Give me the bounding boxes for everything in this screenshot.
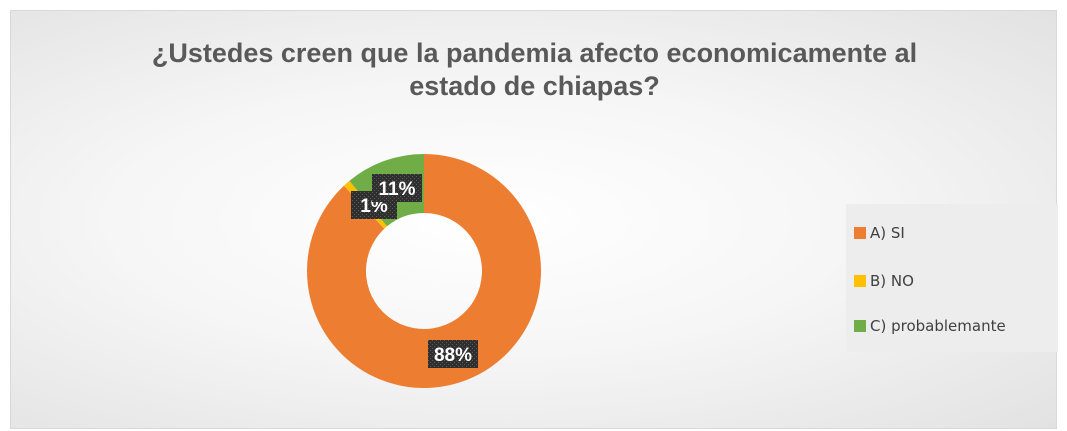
legend-swatch-si <box>854 227 866 239</box>
chart-legend: A) SI B) NO C) probablemante <box>846 204 1058 352</box>
chart-title-line-1: ¿Ustedes creen que la pandemia afecto ec… <box>151 38 918 68</box>
legend-item-no: B) NO <box>854 270 914 292</box>
legend-swatch-probablemante <box>854 320 866 332</box>
data-labels: 1%88%11% <box>351 174 478 368</box>
data-label-probablemante: 11% <box>372 174 422 202</box>
legend-label-no: B) NO <box>870 272 914 290</box>
chart-title-line-2: estado de chiapas? <box>409 71 660 101</box>
data-label-box-probablemante <box>372 174 422 202</box>
legend-swatch-no <box>854 275 866 287</box>
legend-label-si: A) SI <box>870 224 905 242</box>
chart-area: ¿Ustedes creen que la pandemia afecto ec… <box>10 10 1058 429</box>
data-label-text-si: 88% <box>434 345 472 366</box>
data-label-box-si <box>428 340 478 368</box>
legend-item-si: A) SI <box>854 222 905 244</box>
legend-label-probablemante: C) probablemante <box>870 317 1006 335</box>
data-label-si: 88% <box>428 340 478 368</box>
chart-title: ¿Ustedes creen que la pandemia afecto ec… <box>11 37 1058 103</box>
legend-item-probablemante: C) probablemante <box>854 315 1006 337</box>
donut-slice-si <box>307 154 542 389</box>
donut-chart: 1%88%11% <box>307 154 542 389</box>
data-label-text-probablemante: 11% <box>379 179 416 200</box>
donut-slices <box>307 154 542 389</box>
